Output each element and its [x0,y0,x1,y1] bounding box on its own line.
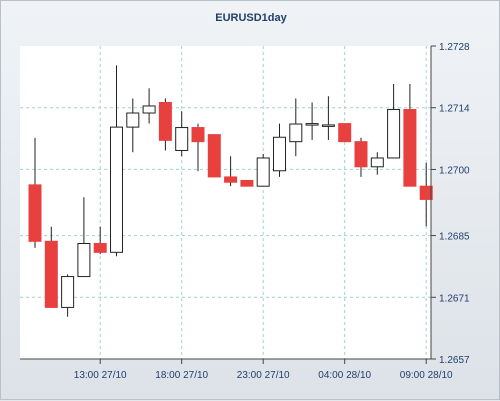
candle-body-up [110,126,123,253]
candle-body-up [387,108,401,159]
candle-body-down [403,108,417,187]
candle-body-up [61,276,75,308]
candle-body-up [289,123,303,143]
candle-body-up [321,124,335,127]
plot-area [20,46,431,359]
candle-body-down [44,240,58,308]
candle-body-down [338,123,352,143]
candle-body-up [126,112,140,128]
candle-body-up [305,123,319,126]
y-tick-label: 1.2700 [439,165,470,176]
x-tick-label: 04:00 28/10 [318,370,371,381]
candle-body-up [175,127,189,151]
candle-body-down [93,242,107,253]
chart-title: EURUSD1day [215,12,287,24]
candle-body-down [158,101,172,141]
candle-body-down [419,185,433,200]
x-tick-label: 09:00 28/10 [400,370,453,381]
x-tick-label: 23:00 27/10 [237,370,290,381]
candle-body-up [77,242,91,278]
candle-body-up [256,157,270,187]
x-tick-label: 18:00 27/10 [155,370,208,381]
candle-body-down [354,141,368,168]
candle-body-down [240,179,254,187]
x-tick-label: 13:00 27/10 [74,370,127,381]
y-tick-label: 1.2685 [439,232,470,243]
candle-body-down [28,184,42,242]
candle-body-down [224,176,238,183]
candle-body-up [142,105,156,114]
y-tick-label: 1.2671 [439,293,470,304]
candle-body-down [191,127,205,143]
y-tick-label: 1.2714 [439,104,470,115]
y-tick-label: 1.2728 [439,42,470,53]
candle-body-down [207,134,221,178]
candle-body-up [273,136,286,172]
candle-body-up [370,157,384,168]
y-tick-label: 1.2657 [439,355,470,366]
